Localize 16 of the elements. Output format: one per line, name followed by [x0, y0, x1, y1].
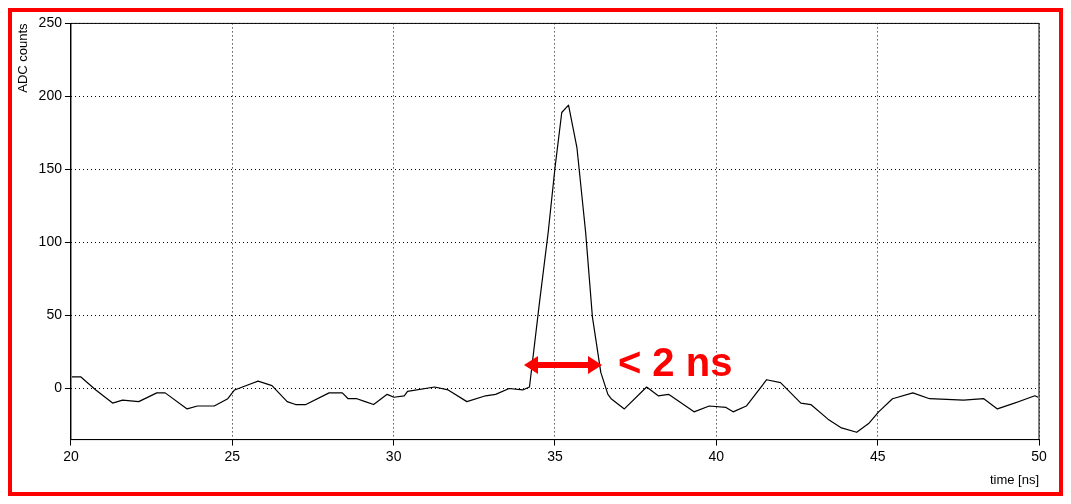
x-tick-label: 30: [385, 447, 402, 464]
annotation: < 2 ns: [617, 339, 733, 384]
y-axis-title: ADC counts: [15, 22, 31, 93]
x-tick-label: 40: [708, 447, 725, 464]
y-tick-label: 100: [38, 233, 63, 250]
x-axis-title: time [ns]: [989, 471, 1039, 487]
y-tick-label: 250: [38, 14, 63, 31]
x-tick-label: 25: [224, 447, 241, 464]
y-tick-label: 150: [38, 160, 63, 177]
y-tick-label: 0: [54, 379, 63, 396]
y-tick-label: 50: [46, 306, 63, 323]
x-tick-label: 20: [63, 447, 79, 464]
y-tick-label: 200: [38, 87, 63, 104]
x-tick-label: 45: [869, 447, 886, 464]
x-tick-label: 50: [1031, 447, 1047, 464]
x-tick-label: 35: [547, 447, 563, 464]
